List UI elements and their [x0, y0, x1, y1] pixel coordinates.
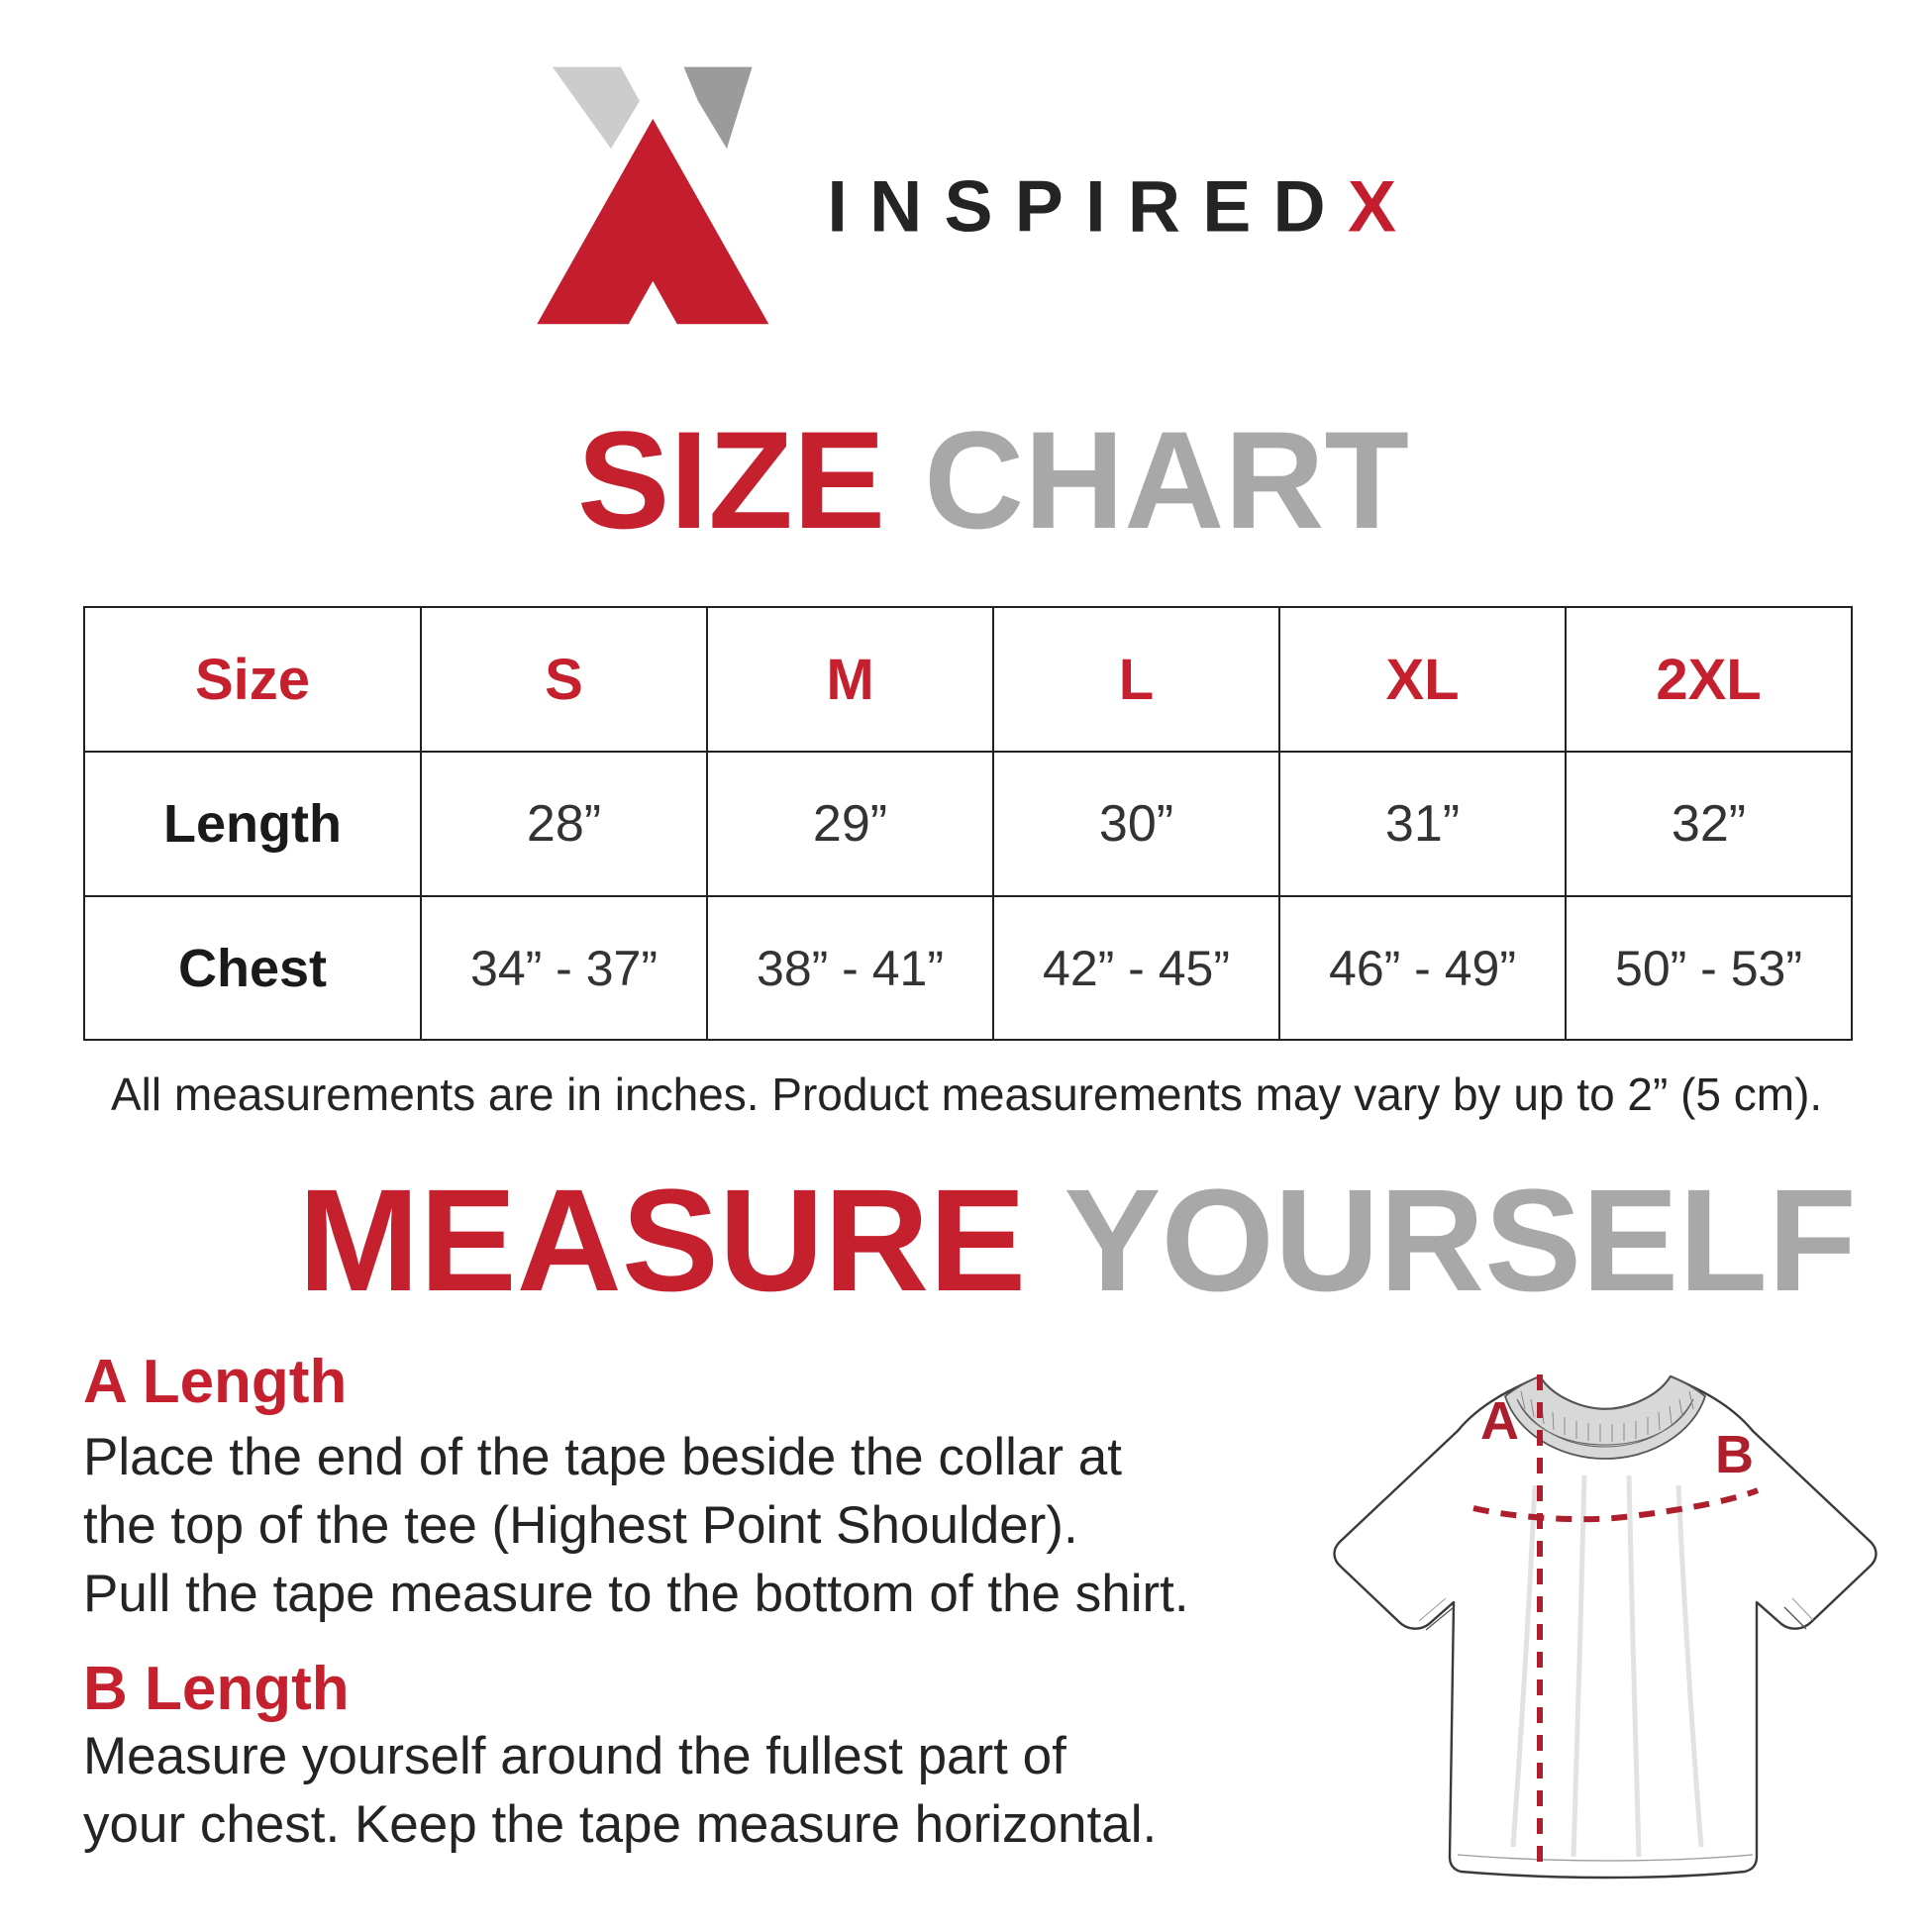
svg-text:B: B	[1715, 1425, 1754, 1484]
svg-text:INSPIREDX: INSPIREDX	[827, 165, 1396, 248]
svg-text:A: A	[1480, 1391, 1519, 1451]
